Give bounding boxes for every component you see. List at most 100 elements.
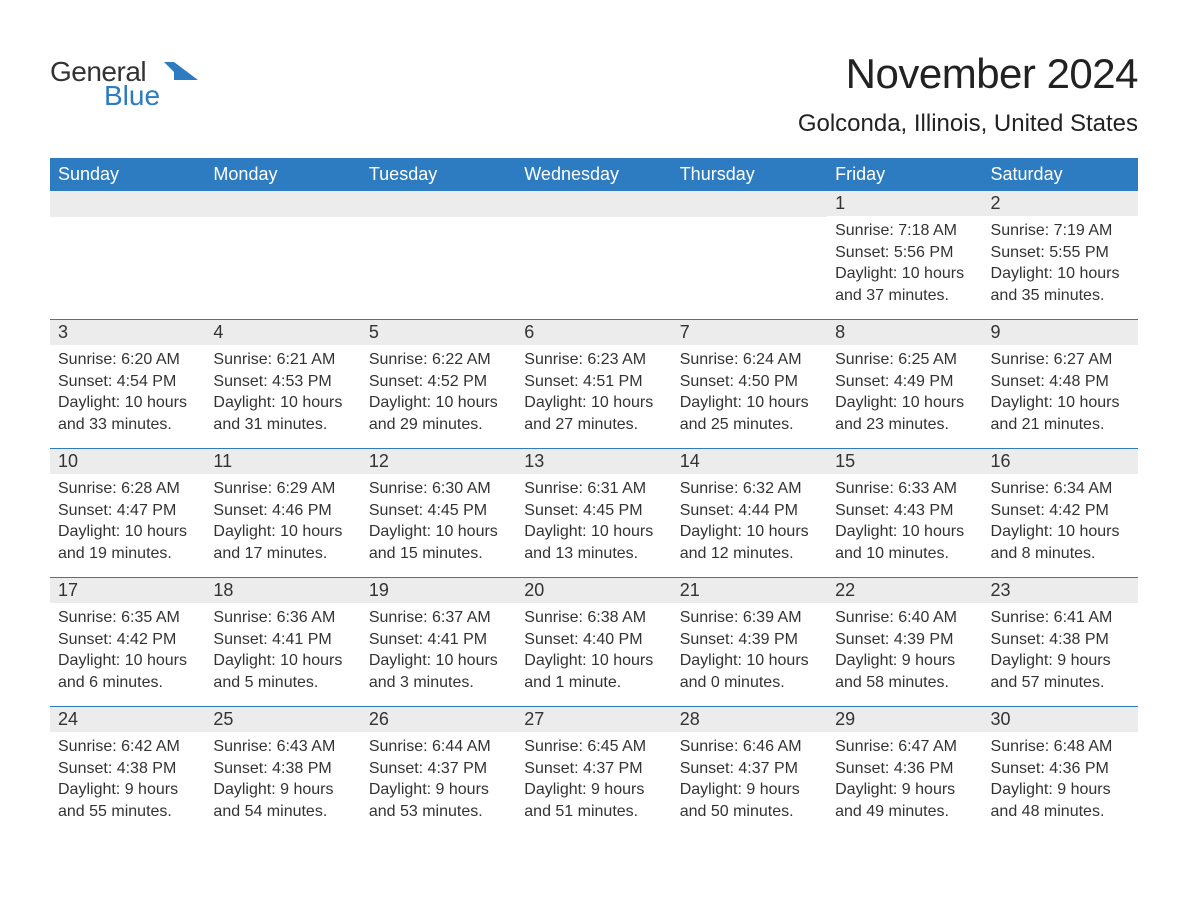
day-content: Sunrise: 6:29 AMSunset: 4:46 PMDaylight:… [205,474,360,576]
day-daylight2: and 15 minutes. [369,543,508,565]
day-number [516,191,671,217]
day-content: Sunrise: 6:31 AMSunset: 4:45 PMDaylight:… [516,474,671,576]
day-daylight1: Daylight: 9 hours [991,779,1130,801]
day-sunset: Sunset: 5:56 PM [835,242,974,264]
calendar-day [672,191,827,319]
day-content: Sunrise: 6:48 AMSunset: 4:36 PMDaylight:… [983,732,1138,834]
day-sunrise: Sunrise: 6:23 AM [524,349,663,371]
day-number: 10 [50,449,205,474]
weekday-header: Thursday [672,158,827,191]
day-daylight1: Daylight: 10 hours [680,392,819,414]
day-daylight1: Daylight: 9 hours [680,779,819,801]
day-daylight1: Daylight: 9 hours [58,779,197,801]
day-daylight1: Daylight: 10 hours [680,521,819,543]
calendar-day [361,191,516,319]
calendar-day: 21Sunrise: 6:39 AMSunset: 4:39 PMDayligh… [672,578,827,706]
day-sunrise: Sunrise: 6:24 AM [680,349,819,371]
calendar-day: 9Sunrise: 6:27 AMSunset: 4:48 PMDaylight… [983,320,1138,448]
day-daylight2: and 6 minutes. [58,672,197,694]
day-content: Sunrise: 6:21 AMSunset: 4:53 PMDaylight:… [205,345,360,447]
calendar-day: 12Sunrise: 6:30 AMSunset: 4:45 PMDayligh… [361,449,516,577]
day-number: 4 [205,320,360,345]
day-daylight2: and 27 minutes. [524,414,663,436]
day-number: 3 [50,320,205,345]
day-number: 11 [205,449,360,474]
location: Golconda, Illinois, United States [798,110,1138,138]
calendar-day: 11Sunrise: 6:29 AMSunset: 4:46 PMDayligh… [205,449,360,577]
day-number: 12 [361,449,516,474]
day-daylight2: and 12 minutes. [680,543,819,565]
day-daylight2: and 17 minutes. [213,543,352,565]
day-content: Sunrise: 6:34 AMSunset: 4:42 PMDaylight:… [983,474,1138,576]
calendar-day [50,191,205,319]
day-content: Sunrise: 6:38 AMSunset: 4:40 PMDaylight:… [516,603,671,705]
day-daylight1: Daylight: 10 hours [58,650,197,672]
weekday-header: Monday [205,158,360,191]
day-sunset: Sunset: 4:44 PM [680,500,819,522]
day-daylight1: Daylight: 9 hours [213,779,352,801]
day-sunset: Sunset: 4:42 PM [991,500,1130,522]
calendar-day: 18Sunrise: 6:36 AMSunset: 4:41 PMDayligh… [205,578,360,706]
day-sunset: Sunset: 4:41 PM [213,629,352,651]
calendar-day: 23Sunrise: 6:41 AMSunset: 4:38 PMDayligh… [983,578,1138,706]
day-daylight1: Daylight: 10 hours [524,392,663,414]
day-content: Sunrise: 6:46 AMSunset: 4:37 PMDaylight:… [672,732,827,834]
day-sunrise: Sunrise: 6:45 AM [524,736,663,758]
day-daylight1: Daylight: 10 hours [835,521,974,543]
day-sunset: Sunset: 4:47 PM [58,500,197,522]
day-sunrise: Sunrise: 6:38 AM [524,607,663,629]
day-sunset: Sunset: 4:40 PM [524,629,663,651]
day-content: Sunrise: 6:42 AMSunset: 4:38 PMDaylight:… [50,732,205,834]
day-daylight1: Daylight: 10 hours [991,392,1130,414]
calendar-day: 3Sunrise: 6:20 AMSunset: 4:54 PMDaylight… [50,320,205,448]
day-sunrise: Sunrise: 6:43 AM [213,736,352,758]
day-daylight1: Daylight: 10 hours [58,392,197,414]
day-number: 1 [827,191,982,216]
calendar-day [205,191,360,319]
day-content: Sunrise: 6:30 AMSunset: 4:45 PMDaylight:… [361,474,516,576]
day-sunrise: Sunrise: 6:47 AM [835,736,974,758]
day-sunrise: Sunrise: 6:39 AM [680,607,819,629]
day-sunrise: Sunrise: 6:25 AM [835,349,974,371]
day-content: Sunrise: 6:33 AMSunset: 4:43 PMDaylight:… [827,474,982,576]
day-daylight2: and 0 minutes. [680,672,819,694]
day-daylight1: Daylight: 10 hours [369,521,508,543]
calendar-day [516,191,671,319]
calendar-day: 5Sunrise: 6:22 AMSunset: 4:52 PMDaylight… [361,320,516,448]
day-number: 22 [827,578,982,603]
day-number [205,191,360,217]
day-content: Sunrise: 6:43 AMSunset: 4:38 PMDaylight:… [205,732,360,834]
day-content: Sunrise: 6:35 AMSunset: 4:42 PMDaylight:… [50,603,205,705]
day-number: 7 [672,320,827,345]
day-sunset: Sunset: 4:39 PM [835,629,974,651]
day-number: 24 [50,707,205,732]
day-sunrise: Sunrise: 6:29 AM [213,478,352,500]
day-content: Sunrise: 6:22 AMSunset: 4:52 PMDaylight:… [361,345,516,447]
day-content: Sunrise: 6:20 AMSunset: 4:54 PMDaylight:… [50,345,205,447]
day-sunrise: Sunrise: 6:40 AM [835,607,974,629]
day-number: 29 [827,707,982,732]
day-number: 2 [983,191,1138,216]
day-daylight2: and 51 minutes. [524,801,663,823]
day-number: 16 [983,449,1138,474]
calendar-day: 14Sunrise: 6:32 AMSunset: 4:44 PMDayligh… [672,449,827,577]
calendar-day: 4Sunrise: 6:21 AMSunset: 4:53 PMDaylight… [205,320,360,448]
day-sunrise: Sunrise: 6:46 AM [680,736,819,758]
day-number: 18 [205,578,360,603]
day-sunset: Sunset: 5:55 PM [991,242,1130,264]
day-sunset: Sunset: 4:49 PM [835,371,974,393]
day-sunrise: Sunrise: 6:36 AM [213,607,352,629]
calendar-day: 19Sunrise: 6:37 AMSunset: 4:41 PMDayligh… [361,578,516,706]
day-daylight2: and 50 minutes. [680,801,819,823]
day-sunrise: Sunrise: 6:30 AM [369,478,508,500]
day-daylight2: and 53 minutes. [369,801,508,823]
day-sunset: Sunset: 4:38 PM [991,629,1130,651]
day-number: 6 [516,320,671,345]
day-daylight2: and 25 minutes. [680,414,819,436]
calendar-day: 7Sunrise: 6:24 AMSunset: 4:50 PMDaylight… [672,320,827,448]
calendar-week: 1Sunrise: 7:18 AMSunset: 5:56 PMDaylight… [50,191,1138,319]
day-content: Sunrise: 6:47 AMSunset: 4:36 PMDaylight:… [827,732,982,834]
day-content: Sunrise: 6:36 AMSunset: 4:41 PMDaylight:… [205,603,360,705]
day-content: Sunrise: 6:40 AMSunset: 4:39 PMDaylight:… [827,603,982,705]
day-sunset: Sunset: 4:45 PM [369,500,508,522]
